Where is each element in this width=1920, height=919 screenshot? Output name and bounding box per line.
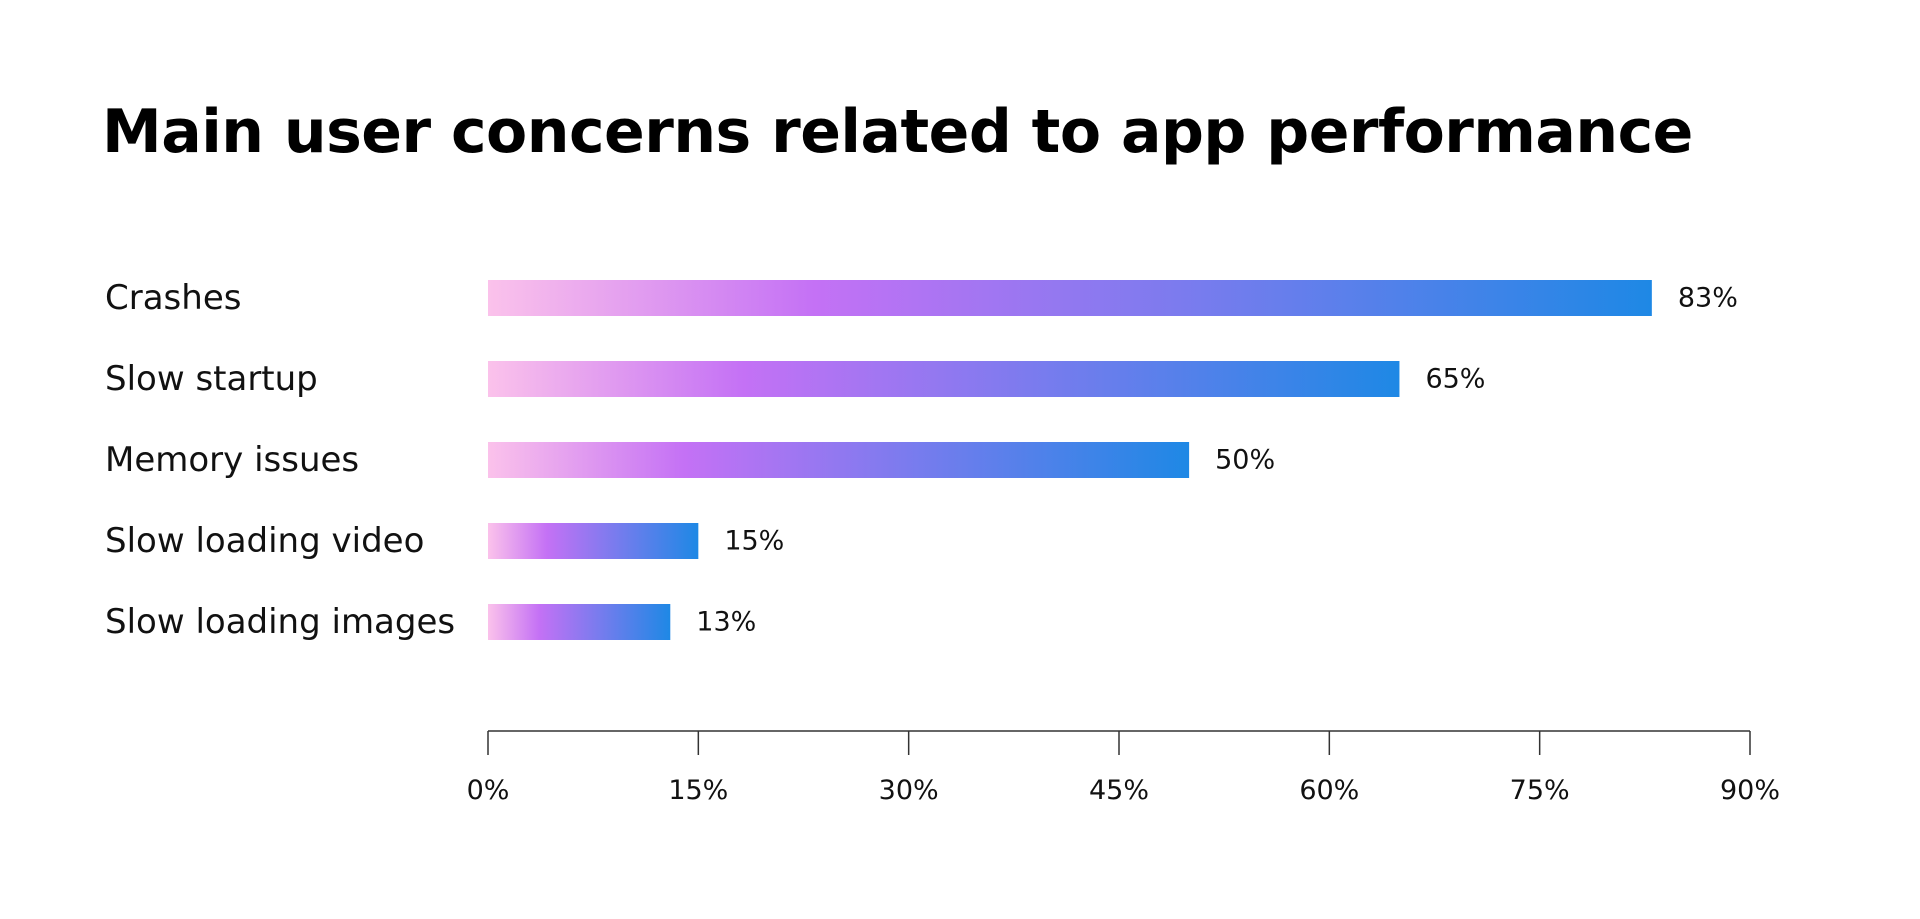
x-tick-label: 0% <box>467 775 510 806</box>
category-label: Slow loading video <box>105 521 424 561</box>
bar-value-label: 15% <box>724 526 784 557</box>
bar-value-label: 83% <box>1678 283 1738 314</box>
bar-value-label: 50% <box>1215 445 1275 476</box>
value-labels: 83% 65% 50% 15% 13% <box>696 283 1738 638</box>
bar <box>488 280 1652 316</box>
category-label: Memory issues <box>105 440 359 480</box>
category-labels: Crashes Slow startup Memory issues Slow loa… <box>105 278 455 642</box>
x-tick-label: 75% <box>1510 775 1570 806</box>
category-label: Crashes <box>105 278 241 318</box>
category-label: Slow loading images <box>105 602 455 642</box>
x-tick-label: 15% <box>668 775 728 806</box>
x-tick-label: 45% <box>1089 775 1149 806</box>
x-tick-label: 30% <box>879 775 939 806</box>
bar <box>488 523 699 559</box>
bar <box>488 361 1400 397</box>
bar-value-label: 13% <box>696 607 756 638</box>
x-tick-label: 60% <box>1299 775 1359 806</box>
x-axis: 0% 15% 30% 45% 60% 75% 90% <box>467 730 1780 806</box>
bar-value-label: 65% <box>1425 364 1485 395</box>
bars <box>488 280 1652 640</box>
category-label: Slow startup <box>105 359 318 399</box>
bar <box>488 604 671 640</box>
bar <box>488 442 1190 478</box>
chart-title: Main user concerns related to app perfor… <box>102 97 1693 167</box>
x-tick-label: 90% <box>1720 775 1780 806</box>
